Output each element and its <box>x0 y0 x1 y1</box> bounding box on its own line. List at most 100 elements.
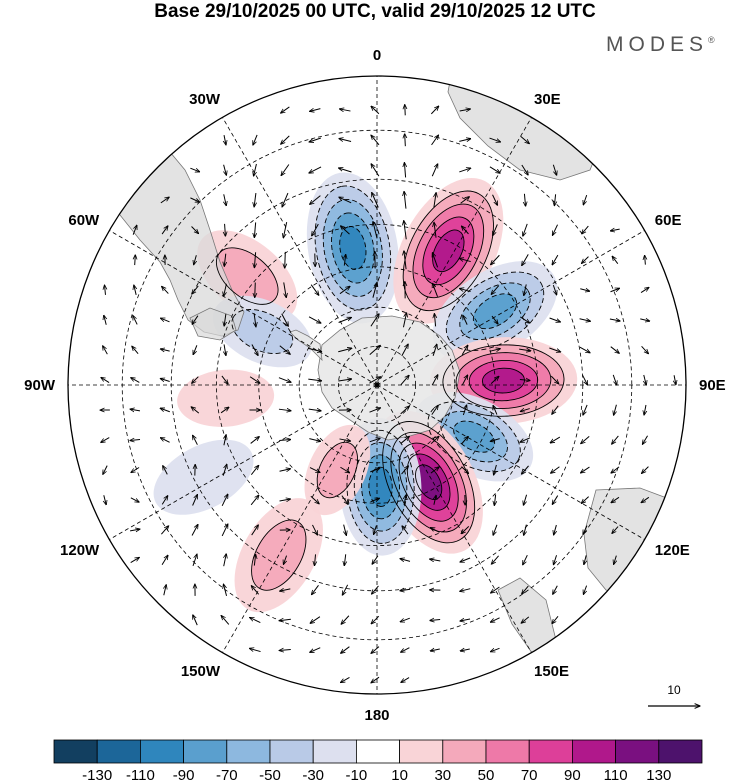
wind-vector <box>105 285 106 295</box>
negative-center-4-contour <box>361 454 400 520</box>
longitude-label-lon-120w: 120W <box>60 542 100 559</box>
wind-vector <box>554 194 555 205</box>
wind-vector <box>490 617 500 622</box>
longitude-label-lon-30e: 30E <box>534 91 561 108</box>
wind-vector <box>490 439 500 442</box>
colorbar-tick-label: -50 <box>259 767 281 783</box>
wind-vector <box>550 436 561 443</box>
graticule <box>68 76 686 694</box>
wind-vector <box>279 619 291 620</box>
colorbar-tick-label: -10 <box>346 767 368 783</box>
wind-vector <box>308 316 321 323</box>
wind-vector <box>310 616 321 624</box>
wind-vector <box>404 191 406 209</box>
wind-vector <box>430 649 440 651</box>
wind-vector <box>491 647 500 651</box>
positive-center-2-contour <box>402 190 494 312</box>
positive-center-1-contour <box>216 247 279 305</box>
wind-vector <box>521 465 529 474</box>
wind-vector <box>339 139 352 142</box>
wind-vector <box>431 405 438 415</box>
positive-center-3-band <box>482 368 525 394</box>
longitude-label-lon-0: 0 <box>373 47 381 64</box>
wind-vector <box>430 436 439 445</box>
wind-vector <box>552 164 556 176</box>
wind-vector <box>372 555 379 564</box>
wind-vector <box>254 554 255 566</box>
meridian-line <box>222 384 378 653</box>
colorbar-tick-label: 110 <box>604 767 628 783</box>
wind-vector <box>160 379 170 382</box>
wind-vector <box>308 347 321 351</box>
wind-vector <box>190 167 199 172</box>
wind-vector <box>371 135 380 146</box>
colorbar-swatch <box>442 739 487 764</box>
wind-vector <box>282 192 289 207</box>
wind-vector <box>309 137 322 142</box>
longitude-label-lon-120e: 120E <box>655 542 690 559</box>
wind-vector <box>130 409 141 411</box>
wind-vector <box>434 314 435 327</box>
wind-vector <box>310 647 321 653</box>
wind-vector <box>161 318 170 323</box>
wind-vector <box>584 555 586 564</box>
wind-vector <box>193 615 198 626</box>
wind-vector <box>130 497 139 502</box>
wind-vector <box>370 468 379 473</box>
wind-vector <box>492 194 498 206</box>
wind-vector <box>130 440 141 441</box>
wind-vector <box>459 168 470 173</box>
wind-vector <box>402 313 406 328</box>
wind-vector <box>341 677 350 682</box>
wind-vector <box>582 374 587 385</box>
meridian-line <box>109 230 378 386</box>
wind-vector <box>310 284 319 296</box>
colorbar-swatch <box>96 739 141 764</box>
colorbar-tick-label: 10 <box>391 767 408 783</box>
wind-vector <box>402 526 409 535</box>
wind-vector <box>339 439 351 441</box>
wind-vector <box>432 283 439 297</box>
wind-vector <box>489 349 501 352</box>
wind-vector <box>521 164 528 175</box>
wind-vector <box>430 106 438 115</box>
latitude-circle <box>258 266 496 504</box>
wind-vector <box>434 495 436 505</box>
wind-vector <box>582 225 589 234</box>
wind-vector <box>312 524 317 535</box>
wind-vector <box>432 344 437 356</box>
wind-vector <box>552 616 559 623</box>
wind-vector <box>614 555 617 565</box>
wind-vector <box>371 164 380 177</box>
wind-vector <box>491 254 500 264</box>
wind-vector <box>370 498 380 503</box>
positive-center-4-contour <box>382 421 476 544</box>
wind-vector <box>644 404 646 415</box>
wind-vector <box>341 646 350 654</box>
wind-vector <box>610 288 619 293</box>
wind-vector <box>310 195 321 205</box>
wind-vector <box>609 319 620 321</box>
wind-vector <box>283 555 286 565</box>
longitude-labels: 0 30E 60E 90E 120E 150E 180 150W 120W 90W 60W 30W <box>24 47 726 724</box>
wind-vectors <box>100 105 676 683</box>
wind-vector <box>400 559 411 562</box>
wind-vector <box>278 377 291 383</box>
wind-vector <box>434 193 436 208</box>
wind-vector <box>225 223 226 236</box>
wind-vector <box>581 496 589 504</box>
wind-vector <box>461 345 468 355</box>
colorbar-swatch <box>226 739 271 764</box>
wind-vector <box>224 253 226 267</box>
wind-vector <box>644 374 646 385</box>
wind-vector <box>281 313 289 327</box>
longitude-label-lon-90e: 90E <box>699 377 726 394</box>
wind-vector <box>460 557 471 562</box>
modes-logo: MODES® <box>606 33 715 57</box>
wind-vector <box>405 134 406 147</box>
wind-vector <box>493 405 498 415</box>
wind-vector <box>281 164 290 175</box>
wind-vector <box>312 223 319 236</box>
wind-vector <box>285 251 286 268</box>
wind-vector <box>583 585 586 595</box>
